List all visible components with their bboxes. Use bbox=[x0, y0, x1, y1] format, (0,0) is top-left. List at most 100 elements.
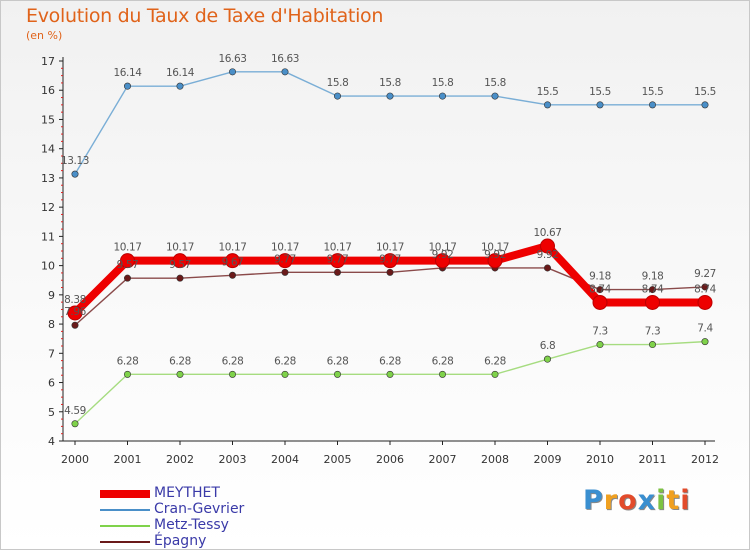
data-point bbox=[71, 170, 79, 178]
data-label: 10.17 bbox=[376, 242, 404, 254]
data-point bbox=[176, 370, 184, 378]
data-point bbox=[67, 305, 83, 321]
legend-label: Épagny bbox=[154, 533, 207, 549]
data-point bbox=[277, 253, 293, 269]
data-label: 15.5 bbox=[642, 86, 664, 98]
y-tick-label: 9 bbox=[48, 289, 55, 302]
logo-letter: x bbox=[637, 485, 657, 516]
data-label: 8.74 bbox=[589, 283, 611, 295]
data-point bbox=[229, 370, 237, 378]
legend-swatch bbox=[100, 490, 150, 498]
data-label: 9.67 bbox=[222, 256, 244, 268]
data-label: 6.28 bbox=[432, 355, 454, 367]
data-label: 16.14 bbox=[113, 67, 142, 79]
data-label: 9.77 bbox=[379, 253, 401, 265]
data-point bbox=[645, 294, 660, 310]
data-point bbox=[701, 101, 709, 109]
data-label: 9.18 bbox=[642, 271, 664, 283]
legend-label: Metz-Tessy bbox=[154, 517, 229, 533]
data-label: 9.92 bbox=[484, 249, 506, 261]
data-label: 10.17 bbox=[481, 242, 509, 254]
data-label: 13.13 bbox=[61, 155, 89, 167]
data-point bbox=[491, 370, 499, 378]
data-point bbox=[176, 274, 184, 282]
data-label: 10.17 bbox=[166, 242, 194, 254]
x-tick-label: 2000 bbox=[61, 453, 89, 466]
data-point bbox=[382, 253, 398, 269]
data-point bbox=[697, 294, 713, 310]
data-point bbox=[386, 92, 394, 100]
data-label: 6.28 bbox=[117, 355, 139, 367]
data-label: 7.3 bbox=[645, 326, 661, 338]
y-tick-label: 17 bbox=[41, 55, 55, 68]
data-point bbox=[71, 321, 79, 329]
data-point bbox=[333, 268, 341, 276]
data-label: 9.57 bbox=[169, 259, 191, 271]
data-label: 7.96 bbox=[64, 306, 86, 318]
data-label: 6.28 bbox=[274, 355, 296, 367]
data-label: 6.28 bbox=[222, 355, 244, 367]
data-label: 15.8 bbox=[379, 77, 401, 89]
y-tick-label: 4 bbox=[48, 435, 55, 448]
data-label: 10.17 bbox=[218, 242, 246, 254]
y-tick-label: 6 bbox=[48, 377, 55, 390]
data-label: 15.8 bbox=[432, 77, 454, 89]
legend-label: Cran-Gevrier bbox=[154, 501, 245, 517]
x-tick-label: 2005 bbox=[324, 453, 352, 466]
data-point bbox=[701, 283, 709, 291]
y-tick-label: 8 bbox=[48, 318, 55, 331]
data-label: 16.63 bbox=[218, 53, 246, 65]
data-label: 6.28 bbox=[327, 355, 349, 367]
data-label: 10.17 bbox=[428, 242, 456, 254]
data-point bbox=[229, 68, 237, 76]
y-tick-label: 12 bbox=[41, 201, 55, 214]
legend-label: MEYTHET bbox=[154, 485, 220, 501]
data-label: 16.63 bbox=[271, 53, 299, 65]
data-label: 7.4 bbox=[697, 323, 713, 335]
data-point bbox=[701, 338, 709, 346]
data-label: 9.92 bbox=[432, 249, 454, 261]
legend-swatch bbox=[100, 509, 150, 511]
y-tick-label: 14 bbox=[41, 143, 55, 156]
legend-swatch bbox=[100, 525, 150, 527]
data-point bbox=[596, 101, 604, 109]
data-point bbox=[229, 271, 237, 279]
x-tick-label: 2012 bbox=[691, 453, 719, 466]
data-point bbox=[71, 420, 79, 428]
data-point bbox=[543, 355, 551, 363]
data-point bbox=[120, 253, 135, 269]
y-tick-label: 15 bbox=[41, 113, 55, 126]
data-point bbox=[330, 253, 345, 269]
legend-swatch bbox=[100, 541, 150, 543]
x-tick-label: 2002 bbox=[166, 453, 194, 466]
data-point bbox=[281, 370, 289, 378]
y-tick-label: 13 bbox=[41, 172, 55, 185]
data-point bbox=[225, 253, 240, 269]
data-point bbox=[648, 286, 656, 294]
data-point bbox=[124, 370, 132, 378]
data-label: 10.67 bbox=[533, 227, 561, 239]
data-label: 10.17 bbox=[323, 242, 351, 254]
data-point bbox=[487, 253, 503, 269]
x-tick-label: 2009 bbox=[534, 453, 562, 466]
data-point bbox=[648, 341, 656, 349]
data-label: 6.28 bbox=[169, 355, 191, 367]
data-point bbox=[491, 92, 499, 100]
data-label: 10.17 bbox=[113, 242, 141, 254]
y-tick-label: 11 bbox=[41, 230, 55, 243]
data-label: 6.8 bbox=[540, 340, 556, 352]
data-point bbox=[438, 370, 446, 378]
data-label: 6.28 bbox=[484, 355, 506, 367]
data-point bbox=[124, 82, 132, 90]
data-point bbox=[540, 238, 555, 254]
data-label: 7.3 bbox=[592, 326, 608, 338]
data-label: 4.59 bbox=[64, 405, 86, 417]
data-point bbox=[176, 82, 184, 90]
x-tick-label: 2004 bbox=[271, 453, 299, 466]
data-point bbox=[333, 370, 341, 378]
data-label: 15.5 bbox=[537, 86, 559, 98]
data-point bbox=[281, 268, 289, 276]
x-tick-label: 2007 bbox=[429, 453, 457, 466]
data-label: 10.17 bbox=[271, 242, 299, 254]
